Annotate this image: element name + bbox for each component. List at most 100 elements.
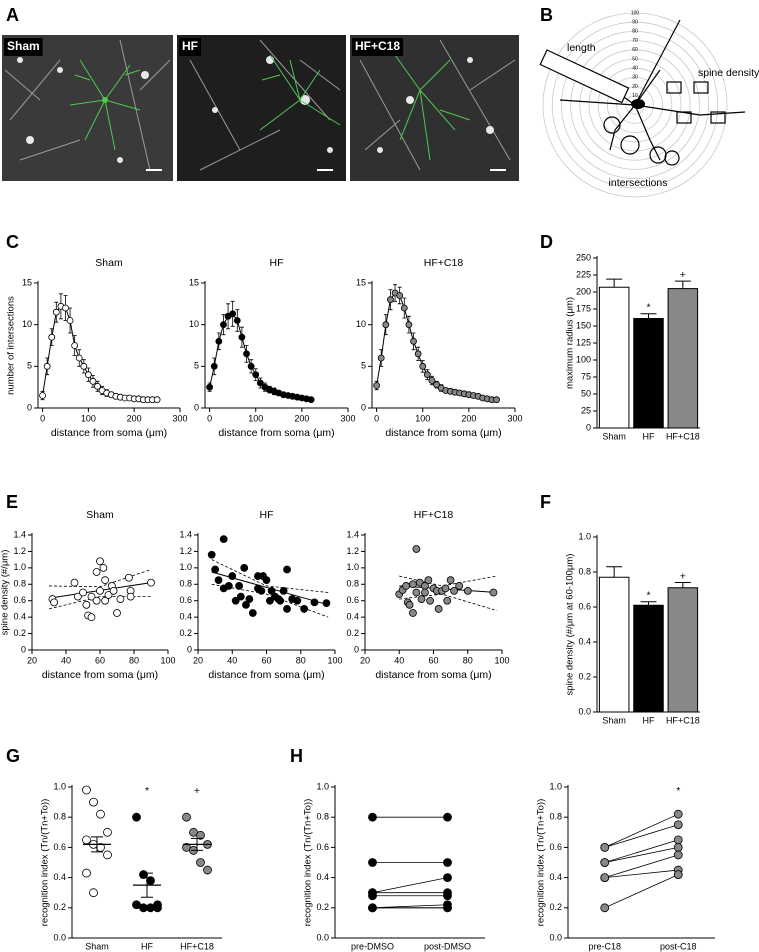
y-tick-label: 10 bbox=[189, 319, 199, 329]
bar bbox=[667, 288, 699, 429]
marker bbox=[243, 350, 250, 358]
y-tick-label: 0 bbox=[361, 402, 366, 412]
diagram-label: length bbox=[567, 42, 596, 54]
y-tick-label: 1.2 bbox=[13, 546, 26, 556]
y-tick-label: 25 bbox=[581, 405, 591, 415]
y-tick-label: 15 bbox=[356, 277, 366, 287]
y-tick-label: 0.2 bbox=[179, 628, 192, 638]
point bbox=[424, 576, 433, 585]
point bbox=[266, 596, 274, 605]
point bbox=[426, 596, 434, 605]
x-axis-label: distance from soma (μm) bbox=[208, 669, 324, 681]
y-tick-label: 5 bbox=[27, 361, 32, 371]
point bbox=[96, 557, 104, 566]
y-tick-label: 0.4 bbox=[53, 872, 66, 882]
x-tick-label: 200 bbox=[294, 413, 309, 423]
x-tick-label: 100 bbox=[494, 655, 509, 665]
error-bar bbox=[674, 582, 691, 588]
point bbox=[257, 586, 266, 595]
point bbox=[116, 595, 125, 603]
x-tick-label: 80 bbox=[463, 655, 473, 665]
point bbox=[214, 576, 223, 585]
confidence-band bbox=[48, 569, 152, 588]
y-tick-label: 0.0 bbox=[316, 932, 329, 942]
ring bbox=[597, 67, 673, 143]
y-tick-label: 0.0 bbox=[53, 932, 66, 942]
y-tick-label: 0.6 bbox=[578, 601, 591, 611]
y-tick-label: 0 bbox=[21, 644, 26, 654]
y-tick-label: 0 bbox=[194, 402, 199, 412]
y-tick-label: 200 bbox=[576, 286, 591, 296]
diagram-label: intersections bbox=[609, 177, 668, 189]
ring bbox=[570, 40, 700, 170]
y-tick-label: 0.8 bbox=[316, 812, 329, 822]
x-tick-label: HF bbox=[643, 715, 655, 725]
error-bar bbox=[674, 280, 691, 289]
point bbox=[82, 785, 91, 795]
point bbox=[101, 596, 109, 605]
point bbox=[153, 903, 162, 913]
y-tick-label: 0.4 bbox=[179, 612, 192, 622]
point bbox=[240, 563, 249, 572]
confidence-band bbox=[211, 559, 329, 593]
point bbox=[446, 576, 455, 585]
panel-letter: F bbox=[540, 492, 551, 512]
y-tick-label: 175 bbox=[576, 303, 591, 313]
panel-letter: G bbox=[6, 746, 20, 766]
y-tick-label: 15 bbox=[22, 277, 32, 287]
neuron-sketch bbox=[539, 19, 746, 166]
ring-label: 100 bbox=[631, 10, 640, 16]
marker bbox=[400, 304, 408, 312]
point bbox=[228, 572, 237, 580]
point bbox=[673, 820, 683, 830]
y-tick-label: 0.8 bbox=[13, 579, 26, 589]
x-tick-label: 200 bbox=[127, 413, 142, 423]
label-background bbox=[4, 38, 43, 56]
error-bar bbox=[640, 313, 657, 319]
y-tick-label: 0.8 bbox=[578, 566, 591, 576]
diagram bbox=[539, 19, 746, 166]
annotation: + bbox=[680, 269, 686, 281]
point bbox=[92, 596, 101, 605]
x-tick-label: HF+C18 bbox=[666, 431, 700, 441]
cell-bodies bbox=[17, 56, 494, 163]
bar bbox=[598, 286, 630, 429]
y-tick-label: 0.2 bbox=[549, 902, 562, 912]
point bbox=[600, 873, 610, 882]
panel-letter: A bbox=[6, 5, 19, 25]
marker bbox=[71, 342, 79, 349]
y-tick-label: 1.4 bbox=[346, 529, 359, 539]
marker bbox=[84, 371, 92, 379]
y-tick-label: 1.0 bbox=[578, 531, 591, 541]
x-tick-label: Sham bbox=[602, 715, 626, 725]
x-tick-label: 40 bbox=[61, 655, 71, 665]
y-tick-label: 250 bbox=[576, 252, 591, 262]
y-tick-label: 0.2 bbox=[316, 902, 329, 912]
ring bbox=[588, 58, 682, 152]
pair-line bbox=[604, 839, 679, 863]
y-tick-label: 0.0 bbox=[578, 706, 591, 716]
y-axis-label: number of intersections bbox=[6, 296, 17, 395]
point bbox=[79, 588, 87, 597]
marker bbox=[220, 321, 227, 329]
y-tick-label: 1.0 bbox=[346, 562, 359, 572]
bar bbox=[667, 587, 699, 713]
panel-letter: C bbox=[6, 232, 19, 252]
y-tick-label: 0.8 bbox=[549, 812, 562, 822]
y-tick-label: 0.2 bbox=[13, 628, 26, 638]
point bbox=[673, 809, 683, 819]
label-background bbox=[352, 38, 404, 56]
marker bbox=[39, 392, 46, 399]
point bbox=[441, 584, 450, 593]
label-background bbox=[179, 38, 201, 56]
point bbox=[207, 550, 216, 559]
y-tick-label: 0.0 bbox=[549, 932, 562, 942]
point bbox=[231, 596, 240, 605]
image-label: Sham bbox=[7, 39, 40, 53]
y-axis-label: maximum radius (μm) bbox=[565, 297, 576, 389]
marker bbox=[215, 337, 223, 345]
marker bbox=[428, 377, 436, 384]
point bbox=[434, 605, 443, 613]
